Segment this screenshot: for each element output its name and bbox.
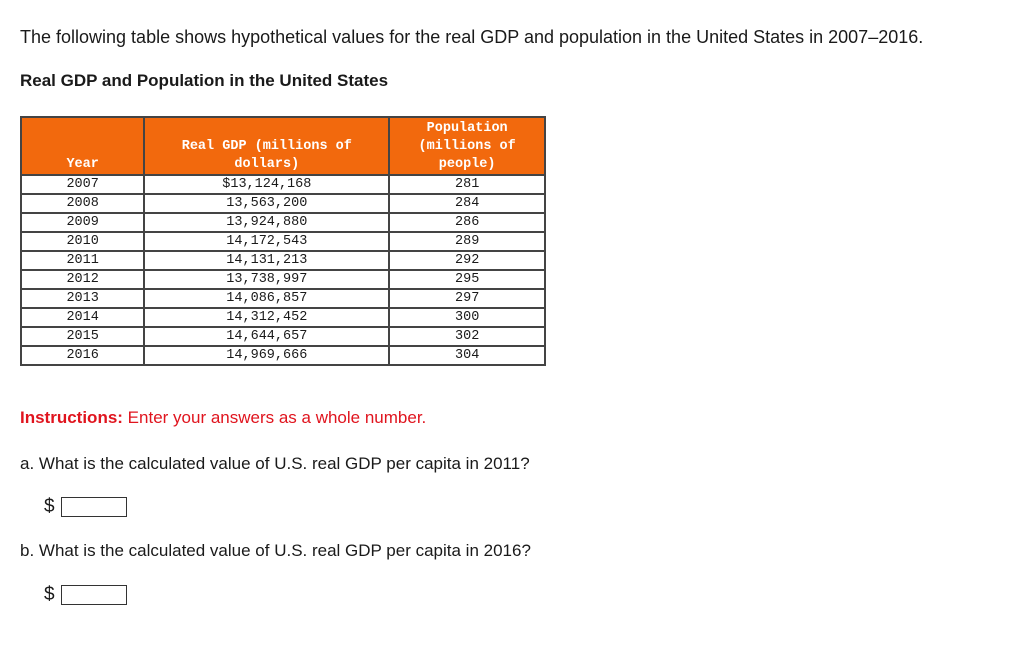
- dollar-sign: $: [44, 584, 55, 605]
- header-population: Population (millions of people): [388, 116, 546, 176]
- cell-population: 286: [388, 212, 546, 233]
- table-row: 2015 14,644,657 302: [19, 326, 546, 347]
- instructions: Instructions: Enter your answers as a wh…: [20, 408, 426, 428]
- table-header-row: Year Real GDP (millions of dollars) Popu…: [19, 116, 546, 176]
- table-row: 2011 14,131,213 292: [19, 250, 546, 271]
- cell-real-gdp: $13,124,168: [143, 174, 391, 195]
- intro-text: The following table shows hypothetical v…: [20, 27, 924, 47]
- table-row: 2010 14,172,543 289: [19, 231, 546, 252]
- cell-population: 302: [388, 326, 546, 347]
- cell-real-gdp: 13,563,200: [143, 193, 391, 214]
- instructions-label: Instructions:: [20, 408, 123, 427]
- cell-population: 289: [388, 231, 546, 252]
- cell-population: 300: [388, 307, 546, 328]
- table-row: 2007 $13,124,168 281: [19, 174, 546, 195]
- cell-real-gdp: 14,644,657: [143, 326, 391, 347]
- table-caption: Real GDP and Population in the United St…: [20, 71, 389, 90]
- cell-year: 2011: [19, 250, 146, 271]
- header-year: Year: [19, 116, 146, 176]
- cell-year: 2008: [19, 193, 146, 214]
- table-row: 2012 13,738,997 295: [19, 269, 546, 290]
- table-row: 2013 14,086,857 297: [19, 288, 546, 309]
- cell-real-gdp: 13,738,997: [143, 269, 391, 290]
- cell-year: 2007: [19, 174, 146, 195]
- cell-year: 2010: [19, 231, 146, 252]
- cell-real-gdp: 14,086,857: [143, 288, 391, 309]
- cell-population: 297: [388, 288, 546, 309]
- dollar-sign: $: [44, 496, 55, 517]
- answer-a: $: [44, 496, 127, 518]
- table-row: 2016 14,969,666 304: [19, 345, 546, 366]
- answer-b: $: [44, 584, 127, 606]
- table-row: 2008 13,563,200 284: [19, 193, 546, 214]
- gdp-population-table: Year Real GDP (millions of dollars) Popu…: [19, 116, 546, 366]
- cell-year: 2012: [19, 269, 146, 290]
- cell-real-gdp: 14,969,666: [143, 345, 391, 366]
- cell-year: 2014: [19, 307, 146, 328]
- table-row: 2014 14,312,452 300: [19, 307, 546, 328]
- question-b: b. What is the calculated value of U.S. …: [20, 541, 531, 560]
- cell-real-gdp: 13,924,880: [143, 212, 391, 233]
- answer-a-input[interactable]: [60, 497, 127, 517]
- cell-year: 2015: [19, 326, 146, 347]
- cell-real-gdp: 14,131,213: [143, 250, 391, 271]
- cell-real-gdp: 14,172,543: [143, 231, 391, 252]
- cell-population: 304: [388, 345, 546, 366]
- instructions-text: Enter your answers as a whole number.: [122, 408, 427, 427]
- cell-real-gdp: 14,312,452: [143, 307, 391, 328]
- cell-population: 281: [388, 174, 546, 195]
- cell-population: 284: [388, 193, 546, 214]
- table-row: 2009 13,924,880 286: [19, 212, 546, 233]
- cell-population: 295: [388, 269, 546, 290]
- answer-b-input[interactable]: [60, 585, 127, 605]
- header-real-gdp: Real GDP (millions of dollars): [143, 116, 391, 176]
- question-a: a. What is the calculated value of U.S. …: [20, 454, 530, 473]
- cell-year: 2009: [19, 212, 146, 233]
- cell-year: 2016: [19, 345, 146, 366]
- cell-population: 292: [388, 250, 546, 271]
- cell-year: 2013: [19, 288, 146, 309]
